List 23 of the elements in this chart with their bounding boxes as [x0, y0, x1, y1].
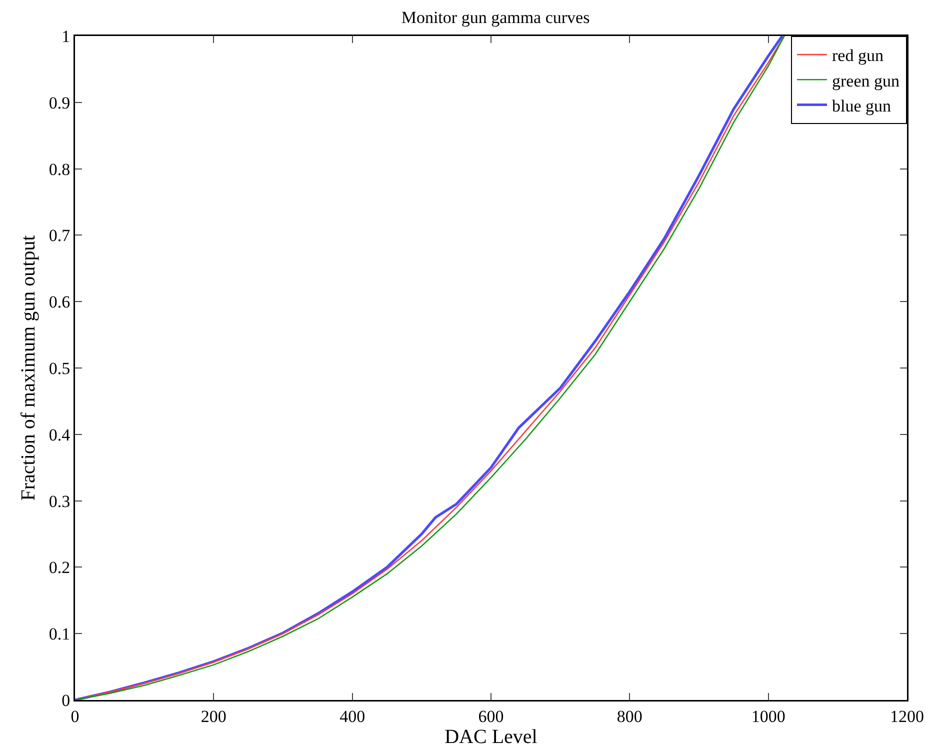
x-tick-label: 1200 — [890, 706, 924, 726]
x-tick-label: 1000 — [751, 706, 786, 726]
y-tick-label: 0.4 — [48, 425, 71, 444]
y-tick-label: 0.8 — [48, 160, 70, 179]
y-tick-label: 0.6 — [48, 292, 70, 312]
legend-label: red gun — [832, 46, 884, 66]
y-tick-label: 1 — [62, 26, 70, 46]
chart-title: Monitor gun gamma curves — [401, 8, 590, 28]
y-tick-label: 0.3 — [48, 492, 70, 511]
y-tick-label: 0.1 — [48, 624, 70, 644]
y-tick-label: 0.5 — [48, 358, 70, 378]
x-tick-label: 200 — [200, 706, 226, 726]
x-tick-label: 800 — [616, 706, 642, 726]
y-tick-label: 0.7 — [48, 226, 71, 246]
x-axis-title: DAC Level — [444, 726, 538, 748]
x-tick-label: 400 — [340, 706, 366, 726]
y-tick-label: 0 — [62, 690, 70, 710]
x-tick-label: 600 — [478, 706, 504, 726]
legend-label: blue gun — [832, 96, 892, 116]
y-tick-label: 0.2 — [48, 558, 70, 578]
legend-label: green gun — [832, 71, 900, 90]
y-axis-title: Fraction of maximum gun output — [18, 234, 40, 501]
y-tick-label: 0.9 — [48, 93, 70, 112]
